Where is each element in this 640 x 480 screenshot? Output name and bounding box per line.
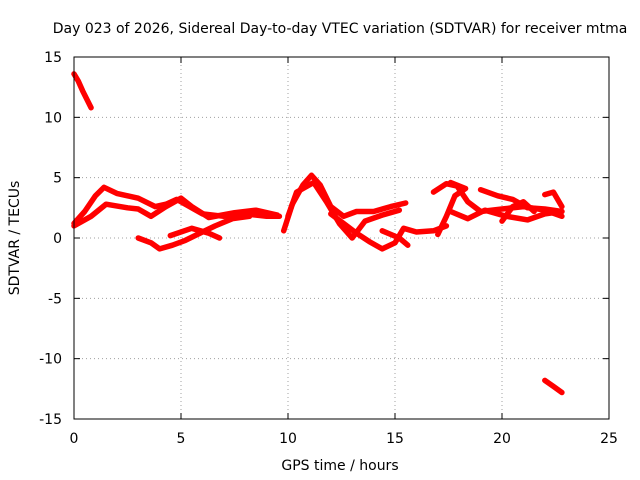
y-tick-label: -5 [48, 291, 62, 307]
chart-title: Day 023 of 2026, Sidereal Day-to-day VTE… [53, 21, 628, 37]
y-tick-label: -10 [39, 352, 62, 368]
series-arc-5 [167, 225, 223, 241]
series-arc-9 [379, 228, 411, 248]
series-arc-1 [71, 71, 94, 111]
x-tick-label: 5 [177, 431, 186, 447]
series-arc-8 [328, 211, 450, 252]
x-tick-label: 25 [600, 431, 618, 447]
y-tick-label: -15 [39, 412, 62, 428]
y-axis-label: SDTVAR / TECUs [7, 181, 23, 296]
y-tick-label: 5 [53, 171, 62, 187]
y-tick-label: 0 [53, 231, 62, 247]
x-tick-label: 15 [386, 431, 404, 447]
x-tick-label: 10 [279, 431, 297, 447]
y-tick-label: 10 [44, 110, 62, 126]
grid-layer [74, 57, 609, 419]
series-arc-4 [135, 213, 253, 252]
x-tick-label: 0 [70, 431, 79, 447]
series-arc-3 [71, 195, 281, 229]
x-axis-label: GPS time / hours [281, 458, 398, 474]
data-layer [71, 71, 565, 396]
x-tick-label: 20 [493, 431, 511, 447]
series-arc-14 [499, 199, 537, 224]
y-tick-label: 15 [44, 50, 62, 66]
series-arc-15 [542, 189, 565, 210]
tick-layer: 0 5 10 15 20 25 -15 -10 -5 0 5 10 15 [39, 50, 618, 447]
series-arc-16 [542, 377, 565, 396]
